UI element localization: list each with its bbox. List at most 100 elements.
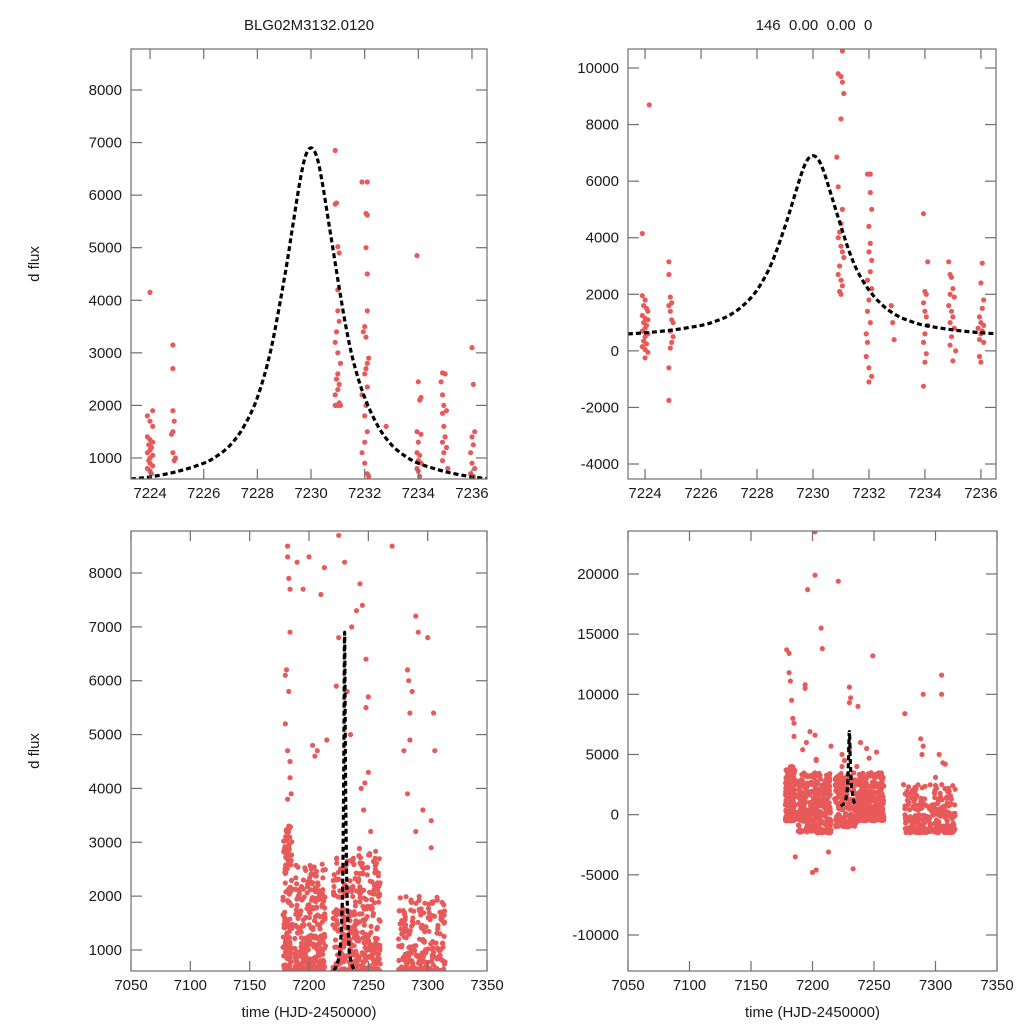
data-point	[784, 769, 790, 775]
data-point	[306, 915, 312, 921]
y-axis-title: d flux	[26, 733, 43, 769]
data-point	[383, 423, 389, 429]
data-point	[805, 587, 811, 593]
data-point	[331, 892, 337, 898]
data-point	[821, 789, 827, 795]
data-point	[840, 789, 847, 796]
data-point	[950, 783, 956, 789]
y-tick-label: 0	[611, 807, 619, 824]
data-point	[870, 818, 876, 824]
data-point	[670, 334, 676, 340]
y-tick-label: -5000	[581, 867, 619, 884]
data-point	[359, 179, 365, 185]
data-point	[812, 572, 818, 578]
x-tick-label: 7050	[611, 977, 644, 994]
data-point	[319, 946, 325, 952]
data-point	[802, 682, 808, 688]
data-point	[316, 942, 322, 948]
data-point	[287, 629, 293, 635]
data-point	[305, 902, 311, 908]
data-point	[835, 271, 841, 278]
data-point	[879, 808, 886, 814]
data-point	[798, 805, 804, 811]
data-point	[294, 924, 300, 930]
data-point	[400, 965, 406, 971]
data-point	[354, 888, 360, 894]
data-point	[946, 795, 952, 801]
data-point	[287, 955, 293, 961]
data-point	[334, 855, 340, 861]
data-point	[407, 737, 413, 743]
data-point	[874, 802, 880, 808]
y-tick-label: 8000	[89, 565, 122, 582]
plot-area	[280, 532, 448, 971]
data-point	[356, 845, 362, 852]
x-tick-label: 7300	[919, 977, 952, 994]
data-point	[873, 796, 880, 803]
data-point	[867, 189, 873, 196]
y-tick-label: 2000	[586, 286, 619, 303]
data-point	[313, 886, 319, 892]
data-point	[413, 952, 419, 958]
data-point	[939, 782, 945, 788]
data-point	[870, 653, 876, 659]
data-point	[417, 397, 423, 403]
data-point	[397, 895, 403, 901]
data-point	[310, 742, 316, 748]
data-point	[338, 966, 345, 971]
data-point	[910, 795, 916, 801]
data-point	[314, 968, 320, 971]
data-point	[415, 919, 421, 926]
data-point	[846, 700, 853, 706]
y-tick-label: 10000	[577, 686, 619, 703]
data-point	[367, 941, 373, 947]
data-point	[399, 931, 405, 937]
data-point	[286, 688, 292, 695]
data-point	[396, 966, 402, 971]
data-point	[798, 815, 804, 821]
data-point	[419, 950, 425, 956]
data-point	[936, 806, 942, 812]
data-point	[431, 710, 437, 716]
data-point	[906, 800, 912, 806]
data-point	[828, 743, 834, 749]
data-point	[866, 297, 872, 303]
data-point	[935, 800, 941, 807]
data-point	[811, 812, 818, 818]
data-point	[978, 359, 984, 365]
data-point	[976, 314, 983, 320]
data-point	[469, 434, 475, 440]
data-point	[864, 339, 871, 345]
data-point	[944, 818, 950, 824]
data-point	[361, 959, 367, 965]
data-point	[873, 749, 880, 755]
data-point	[432, 748, 438, 754]
data-point	[364, 179, 370, 185]
x-tick-label: 7250	[352, 977, 385, 994]
data-point	[414, 429, 420, 435]
data-point	[878, 786, 884, 792]
data-point	[283, 916, 289, 923]
data-point	[803, 739, 810, 746]
data-point	[979, 305, 985, 311]
data-point	[336, 381, 342, 387]
data-point	[336, 250, 342, 256]
data-point	[171, 418, 177, 424]
data-point	[646, 102, 652, 108]
data-point	[306, 554, 312, 560]
data-point	[927, 782, 933, 788]
data-point	[331, 884, 337, 890]
data-point	[288, 877, 295, 884]
data-point	[364, 212, 370, 218]
data-point	[332, 944, 338, 950]
data-point	[307, 910, 313, 916]
data-point	[920, 211, 927, 217]
data-point	[347, 878, 353, 884]
data-point	[335, 371, 341, 377]
data-points	[639, 49, 987, 403]
data-point	[922, 308, 928, 314]
data-point	[335, 350, 341, 356]
x-tick-label: 7232	[348, 485, 381, 502]
data-point	[920, 300, 927, 306]
data-point	[372, 863, 378, 869]
